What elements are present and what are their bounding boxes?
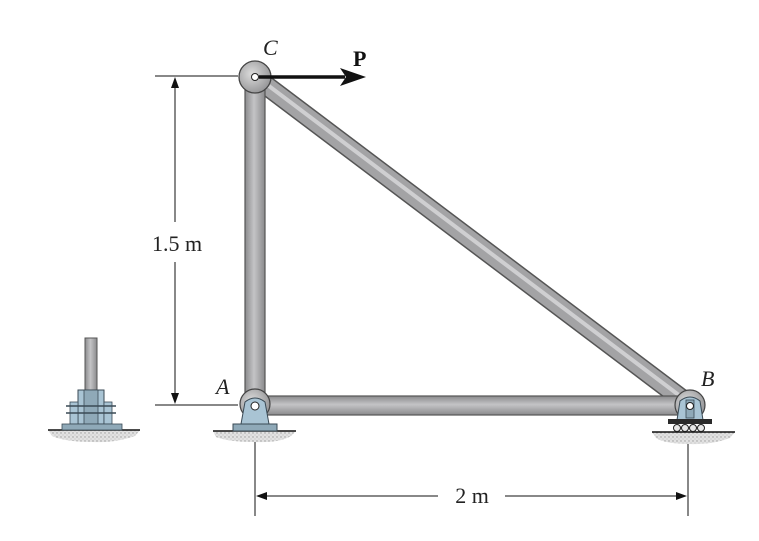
member-ac [244,77,266,407]
ground-side-view [48,429,140,443]
dimension-height-label: 1.5 m [152,231,202,256]
joint-c [238,60,272,94]
dimension-width-label: 2 m [455,483,489,508]
support-b-roller [668,389,712,432]
label-c: C [263,35,278,60]
ground-b [652,431,735,445]
dimension-height [155,75,238,406]
member-ab [255,395,689,416]
support-a-pin [232,388,278,432]
label-b: B [701,366,714,391]
label-force-p: P [353,46,366,71]
force-arrow-p [259,68,366,86]
ground-a [213,430,296,443]
support-side-view [61,337,123,431]
dimension-width [254,442,689,516]
member-cb [248,69,697,413]
label-a: A [214,374,230,399]
